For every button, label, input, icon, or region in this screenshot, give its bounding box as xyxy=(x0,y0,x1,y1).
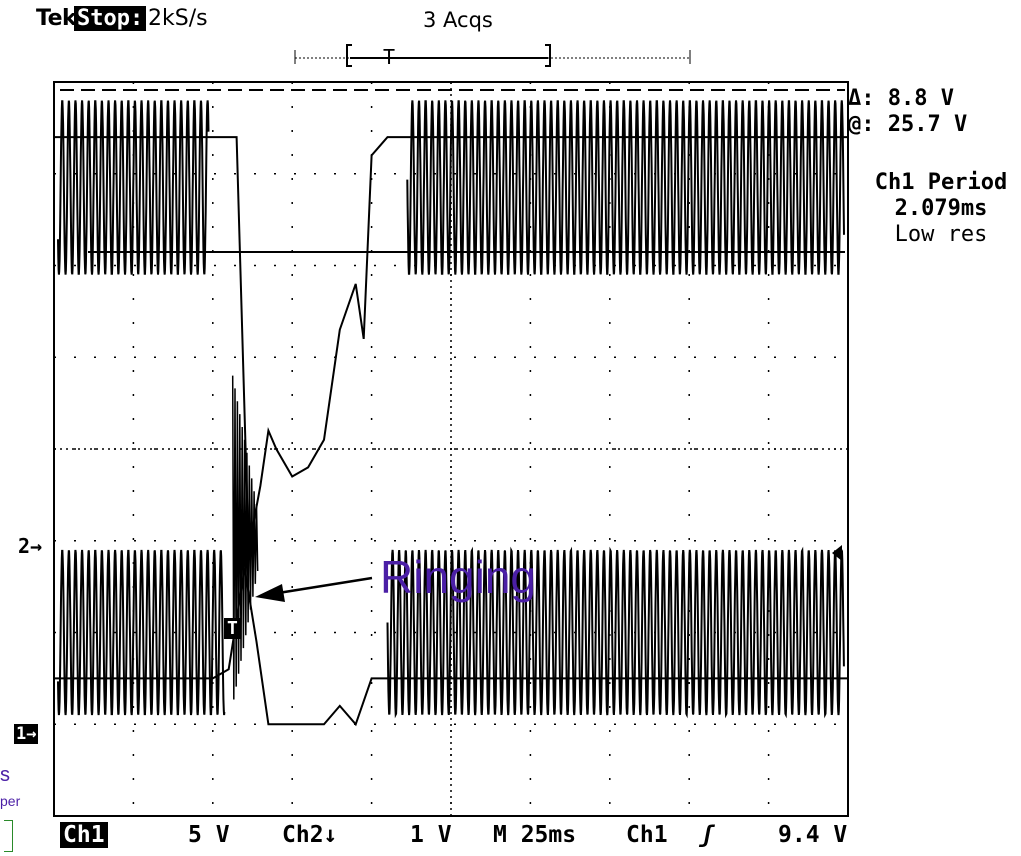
ringing-burst-trace xyxy=(231,375,259,700)
footer-trigger-source: Ch1 xyxy=(626,822,668,848)
footer-ch2-scale: 1 V xyxy=(410,822,452,848)
trigger-marker: T xyxy=(224,618,241,639)
footer-timebase: M 25ms xyxy=(493,822,577,848)
footer-trigger-level: 9.4 V xyxy=(778,822,848,848)
ch1-upper-sine-right xyxy=(406,100,845,275)
at-readout: @: 25.7 V xyxy=(848,112,968,137)
ringing-annotation: Ringing xyxy=(380,551,536,603)
record-view-indicator xyxy=(294,44,691,67)
footer-trigger-slope-icon: ʃ xyxy=(700,822,714,848)
cropped-text-1: s xyxy=(0,764,10,786)
ch2-transition-trace xyxy=(54,568,848,727)
footer-ch1-scale: 5 V xyxy=(188,822,230,848)
footer-ch1-label: Ch1 xyxy=(60,822,108,848)
ch2-lower-sine-left xyxy=(57,549,226,716)
ch2-lower-sine-right xyxy=(386,546,845,719)
ch1-upper-sine-left xyxy=(57,100,210,275)
resolution-label: Low res xyxy=(894,222,988,247)
trigger-position-marker: T xyxy=(383,45,395,69)
delta-readout: Δ: 8.8 V xyxy=(848,86,954,111)
run-state: Stop: xyxy=(74,6,147,31)
brand-label: Tek xyxy=(36,6,77,31)
sample-rate: 2kS/s xyxy=(148,6,208,31)
ch1-ground-marker: 1→ xyxy=(14,724,39,744)
ringing-arrow-icon xyxy=(255,576,373,602)
period-value: 2.079ms xyxy=(894,196,988,221)
ch1-transition-trace xyxy=(54,136,848,551)
cropped-box xyxy=(4,820,13,852)
cropped-text-2: per xyxy=(0,793,21,809)
ch2-right-marker-icon xyxy=(832,545,842,561)
footer-ch2-label: Ch2↓ xyxy=(282,822,338,848)
acquisition-count: 3 Acqs xyxy=(423,8,493,32)
period-title: Ch1 Period xyxy=(874,170,1008,195)
ch2-ground-marker: 2→ xyxy=(18,534,43,558)
waveform-traces xyxy=(54,100,848,727)
